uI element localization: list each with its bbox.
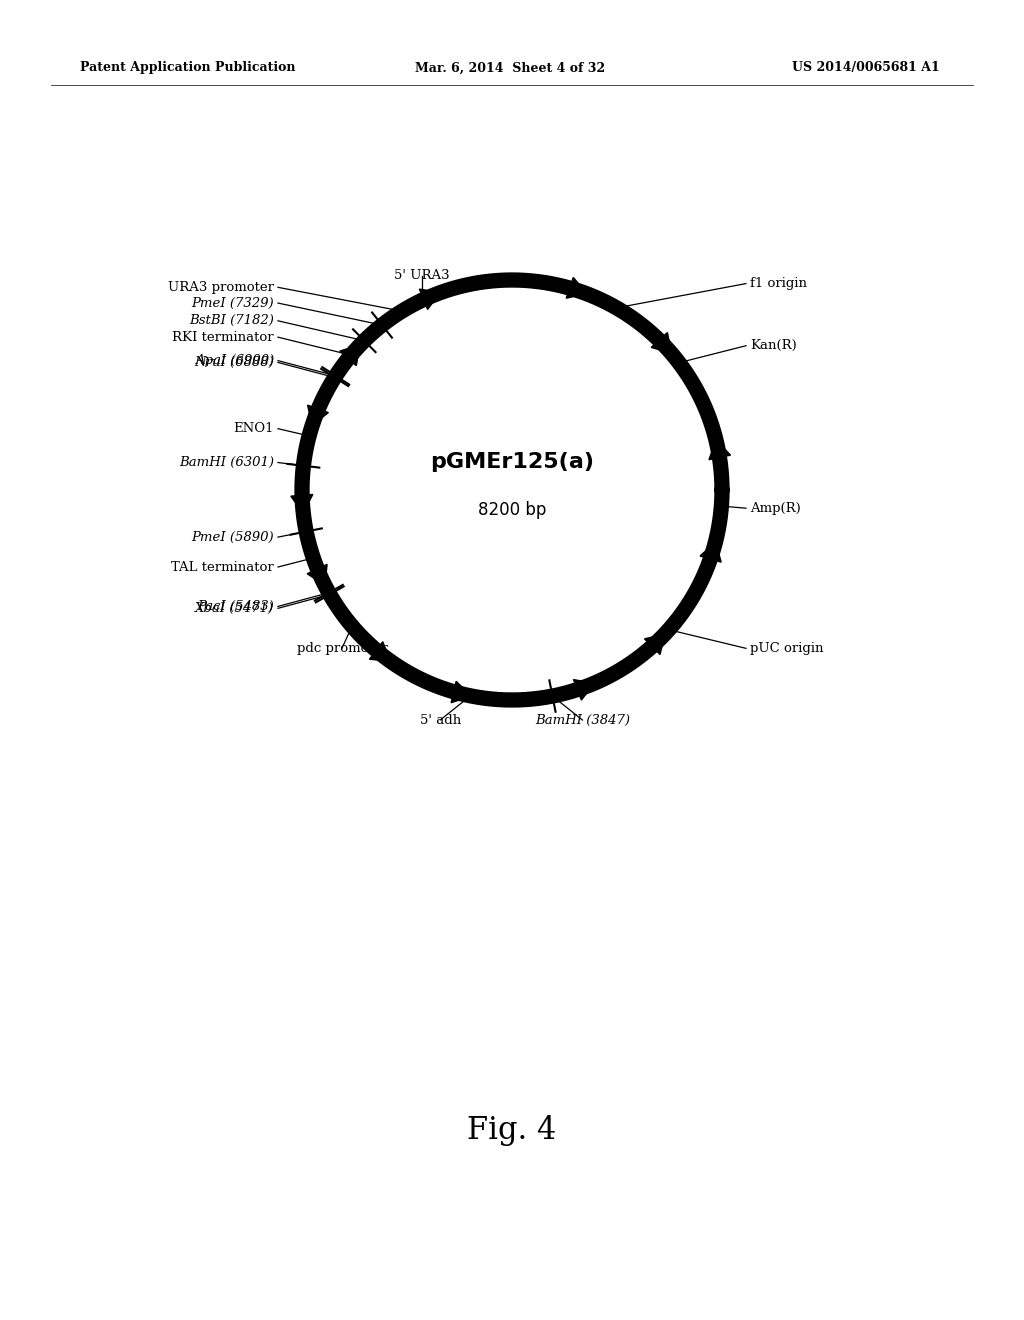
Text: BamHI (3847): BamHI (3847) (535, 714, 630, 727)
Text: Fig. 4: Fig. 4 (467, 1114, 557, 1146)
Text: PacI (5483): PacI (5483) (198, 599, 274, 612)
Text: TAL terminator: TAL terminator (171, 561, 274, 573)
Polygon shape (452, 681, 471, 702)
Text: Kan(R): Kan(R) (750, 339, 797, 352)
Polygon shape (420, 289, 440, 309)
Polygon shape (307, 565, 327, 585)
Text: BamHI (6301): BamHI (6301) (179, 455, 274, 469)
Polygon shape (566, 277, 587, 298)
Polygon shape (307, 405, 329, 426)
Text: Patent Application Publication: Patent Application Publication (80, 62, 296, 74)
Polygon shape (651, 333, 672, 354)
Polygon shape (370, 642, 390, 661)
Text: Amp(R): Amp(R) (750, 502, 801, 515)
Text: US 2014/0065681 A1: US 2014/0065681 A1 (793, 62, 940, 74)
Text: ENO1: ENO1 (233, 422, 274, 436)
Polygon shape (291, 495, 312, 513)
Text: 8200 bp: 8200 bp (478, 502, 546, 519)
Text: f1 origin: f1 origin (750, 277, 807, 290)
Text: NruI (6888): NruI (6888) (195, 356, 274, 370)
Text: Mar. 6, 2014  Sheet 4 of 32: Mar. 6, 2014 Sheet 4 of 32 (415, 62, 605, 74)
Text: XbaI (5471): XbaI (5471) (195, 602, 274, 615)
Polygon shape (700, 541, 721, 562)
Text: pdc promoter: pdc promoter (297, 642, 387, 655)
Polygon shape (709, 440, 730, 459)
Text: pGMEr125(a): pGMEr125(a) (430, 451, 594, 473)
Text: ApaI (6900): ApaI (6900) (195, 354, 274, 367)
Text: PmeI (5890): PmeI (5890) (191, 531, 274, 544)
Polygon shape (573, 680, 594, 700)
Text: URA3 promoter: URA3 promoter (168, 281, 274, 294)
Text: 5' URA3: 5' URA3 (394, 269, 450, 282)
Polygon shape (644, 634, 665, 655)
Text: pUC origin: pUC origin (750, 642, 823, 655)
Text: 5' adh: 5' adh (420, 714, 461, 727)
Text: BstBI (7182): BstBI (7182) (189, 314, 274, 327)
Text: PmeI (7329): PmeI (7329) (191, 297, 274, 310)
Text: RKI terminator: RKI terminator (172, 331, 274, 343)
Polygon shape (340, 345, 360, 366)
